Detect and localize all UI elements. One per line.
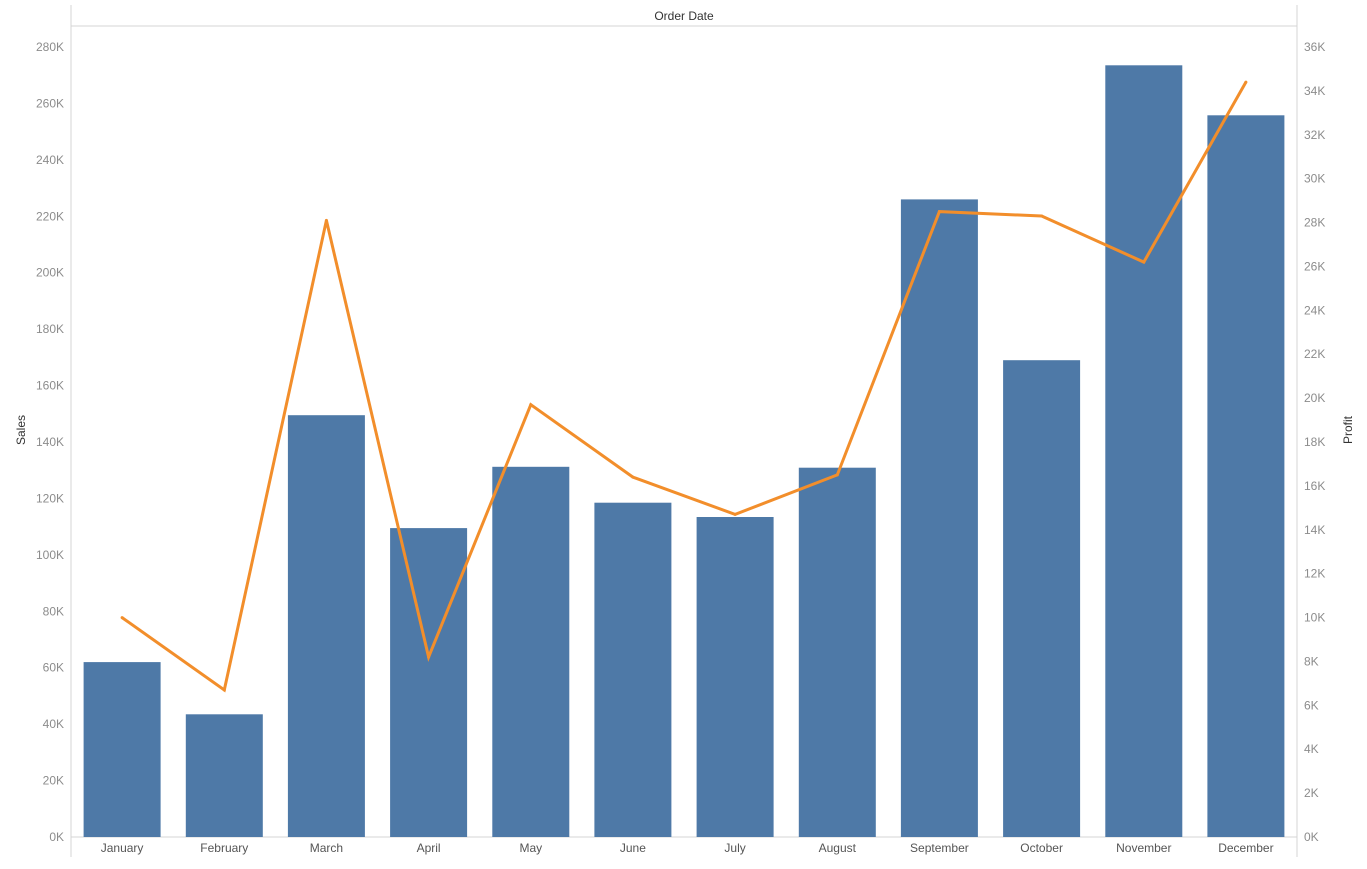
x-tick-label: November: [1116, 841, 1171, 855]
y2-tick-label: 28K: [1304, 216, 1325, 230]
y-tick-label: 260K: [36, 96, 64, 110]
bar-february[interactable]: [185, 714, 263, 837]
y-tick-label: 160K: [36, 379, 64, 393]
y2-tick-label: 20K: [1304, 391, 1325, 405]
profit-point-september[interactable]: [937, 210, 941, 214]
y2-tick-label: 2K: [1304, 786, 1319, 800]
y-tick-label: 20K: [43, 774, 64, 788]
bar-january[interactable]: [83, 662, 161, 837]
profit-point-october[interactable]: [1040, 214, 1044, 218]
bar-october[interactable]: [1003, 360, 1081, 837]
x-tick-label: September: [910, 841, 969, 855]
x-tick-label: February: [200, 841, 248, 855]
y-tick-label: 100K: [36, 548, 64, 562]
y-tick-label: 120K: [36, 491, 64, 505]
x-tick-label: March: [310, 841, 343, 855]
y2-tick-label: 12K: [1304, 567, 1325, 581]
y-axis-title: Sales: [14, 415, 28, 445]
x-tick-label: April: [417, 841, 441, 855]
profit-point-february[interactable]: [222, 688, 226, 692]
profit-point-january[interactable]: [120, 616, 124, 620]
y-tick-label: 240K: [36, 153, 64, 167]
y2-tick-label: 14K: [1304, 523, 1325, 537]
x-tick-label: October: [1020, 841, 1063, 855]
y2-tick-label: 8K: [1304, 654, 1319, 668]
profit-point-december[interactable]: [1244, 80, 1248, 84]
y2-tick-label: 0K: [1304, 830, 1319, 844]
y2-axis-ticks: 0K 2K 4K 6K 8K 10K 12K 14K 16K 18K 20K 22K 24K 26K 28K…: [1304, 40, 1325, 844]
x-tick-label: January: [101, 841, 144, 855]
bar-june[interactable]: [594, 502, 672, 837]
bar-april[interactable]: [390, 528, 468, 837]
profit-point-november[interactable]: [1142, 260, 1146, 264]
y-tick-label: 280K: [36, 40, 64, 54]
bar-december[interactable]: [1207, 115, 1285, 838]
profit-point-august[interactable]: [835, 473, 839, 477]
y2-tick-label: 16K: [1304, 479, 1325, 493]
x-tick-label: June: [620, 841, 646, 855]
y-axis-ticks: 0K 20K 40K 60K 80K 100K 120K 140K 160K 180K 200K 22…: [36, 40, 64, 844]
y-tick-label: 200K: [36, 266, 64, 280]
profit-point-april[interactable]: [427, 655, 431, 659]
y-tick-label: 40K: [43, 717, 64, 731]
bar-march[interactable]: [287, 415, 365, 837]
y2-axis-title: Profit: [1341, 415, 1355, 444]
y2-tick-label: 24K: [1304, 303, 1325, 317]
y2-tick-label: 30K: [1304, 172, 1325, 186]
x-tick-label: December: [1218, 841, 1273, 855]
y2-tick-label: 26K: [1304, 259, 1325, 273]
y2-tick-label: 36K: [1304, 40, 1325, 54]
y-tick-label: 60K: [43, 661, 64, 675]
bar-july[interactable]: [696, 517, 774, 837]
y-tick-label: 80K: [43, 604, 64, 618]
chart-header: Order Date: [654, 9, 714, 23]
profit-line[interactable]: [121, 81, 1248, 693]
y-tick-label: 0K: [49, 830, 64, 844]
y-tick-label: 180K: [36, 322, 64, 336]
y2-tick-label: 10K: [1304, 611, 1325, 625]
y-tick-label: 140K: [36, 435, 64, 449]
bar-august[interactable]: [798, 467, 876, 837]
line-layer: [120, 80, 1248, 693]
profit-point-july[interactable]: [733, 512, 737, 516]
y2-tick-label: 6K: [1304, 698, 1319, 712]
profit-point-june[interactable]: [631, 475, 635, 479]
bars-layer: [83, 65, 1285, 838]
x-tick-label: July: [724, 841, 745, 855]
y2-tick-label: 32K: [1304, 128, 1325, 142]
x-axis-labels: January February March April May June July Augu…: [101, 841, 1274, 855]
bar-november[interactable]: [1105, 65, 1183, 838]
y2-tick-label: 4K: [1304, 742, 1319, 756]
profit-point-march[interactable]: [324, 218, 328, 222]
x-tick-label: May: [519, 841, 542, 855]
x-tick-label: August: [819, 841, 857, 855]
bar-september[interactable]: [900, 199, 978, 837]
y2-tick-label: 22K: [1304, 347, 1325, 361]
y2-tick-label: 34K: [1304, 84, 1325, 98]
profit-point-may[interactable]: [529, 403, 533, 407]
bar-may[interactable]: [492, 466, 570, 837]
y2-tick-label: 18K: [1304, 435, 1325, 449]
y-tick-label: 220K: [36, 209, 64, 223]
